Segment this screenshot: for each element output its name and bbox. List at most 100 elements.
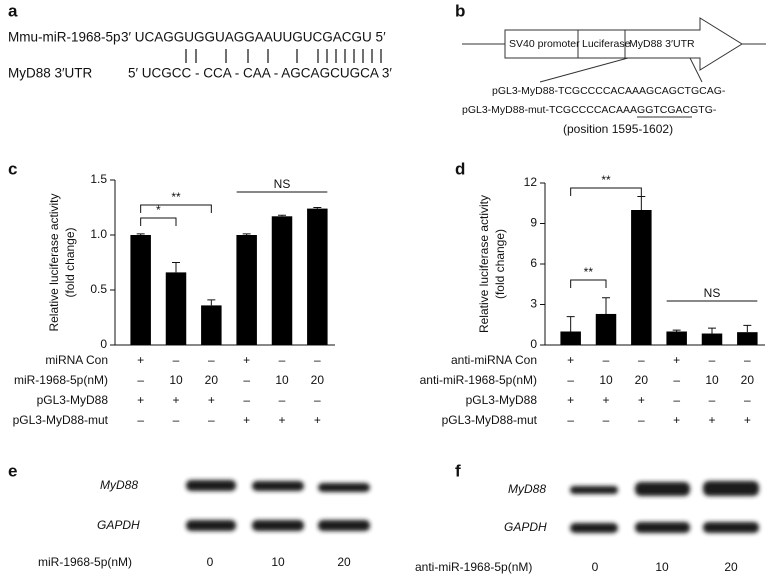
y-axis-label: (fold change) <box>63 227 77 297</box>
sequence: 5′ UCGCC - CCA - CAA - AGCAGCUGCA 3′ <box>128 66 392 81</box>
condition-value: + <box>602 393 609 407</box>
y-tick-label: 0 <box>530 337 537 351</box>
condition-value: – <box>208 353 215 367</box>
panel-label: e <box>8 461 17 480</box>
condition-label: pGL3-MyD88-mut <box>13 413 109 427</box>
condition-value: – <box>208 413 215 427</box>
significance-bracket <box>140 217 177 226</box>
condition-value: – <box>638 413 645 427</box>
treatment-label: anti-miR-1968-5p(nM) <box>415 560 532 574</box>
condition-label: anti-miRNA Con <box>451 353 537 367</box>
seq-name: MyD88 3′UTR <box>8 66 93 81</box>
condition-value: – <box>243 393 250 407</box>
condition-value: + <box>208 393 215 407</box>
y-axis-label: Relative luciferase activity <box>477 195 491 333</box>
condition-value: – <box>673 393 680 407</box>
y-tick-label: 12 <box>524 175 538 189</box>
condition-value: – <box>709 393 716 407</box>
error-bar <box>207 299 216 306</box>
error-bar <box>242 233 251 235</box>
error-bar <box>136 233 145 235</box>
condition-value: + <box>137 353 144 367</box>
condition-value: 20 <box>741 373 755 387</box>
band-label: MyD88 <box>508 482 546 496</box>
condition-value: + <box>708 413 715 427</box>
significance-label: NS <box>704 286 721 300</box>
y-axis-label: Relative luciferase activity <box>47 193 61 331</box>
condition-value: 20 <box>205 373 219 387</box>
panel-label: a <box>8 1 18 20</box>
bar <box>631 210 652 345</box>
condition-value: – <box>243 373 250 387</box>
condition-label: pGL3-MyD88 <box>466 393 538 407</box>
construct-diagram <box>462 17 766 118</box>
significance-label: ** <box>601 173 611 187</box>
panel-label: d <box>455 159 465 178</box>
condition-value: + <box>673 413 680 427</box>
condition-label: miRNA Con <box>45 353 108 367</box>
segment-label: MyD88 3′UTR <box>629 38 695 50</box>
bar <box>666 331 687 345</box>
condition-value: + <box>744 413 751 427</box>
condition-value: 20 <box>635 373 649 387</box>
condition-value: – <box>603 353 610 367</box>
y-tick-label: 1.5 <box>90 172 107 186</box>
significance-bracket <box>570 187 642 196</box>
condition-value: 10 <box>275 373 289 387</box>
panel-label: f <box>455 461 461 480</box>
bar <box>130 235 151 345</box>
condition-label: miR-1968-5p(nM) <box>14 373 108 387</box>
condition-value: 10 <box>599 373 613 387</box>
condition-value: – <box>173 353 180 367</box>
bar <box>560 331 581 345</box>
y-tick-label: 0.5 <box>90 282 107 296</box>
significance-label: ** <box>584 265 594 279</box>
y-tick-label: 6 <box>530 256 537 270</box>
condition-value: + <box>314 413 321 427</box>
blot-bands <box>570 481 759 533</box>
sequence: pGL3-MyD88-mut-TCGCCCCACAAAGGTCGACGTG- <box>462 104 717 116</box>
condition-value: – <box>279 353 286 367</box>
band-label: MyD88 <box>100 478 138 492</box>
error-bar <box>672 329 681 332</box>
error-bar <box>708 327 716 334</box>
lane-label: 0 <box>207 555 214 569</box>
condition-value: + <box>638 393 645 407</box>
bar <box>737 332 758 345</box>
segment-label: Luciferase <box>582 38 631 50</box>
y-tick-label: 3 <box>530 297 537 311</box>
error-bar <box>602 297 610 314</box>
condition-value: – <box>137 413 144 427</box>
condition-value: – <box>744 393 751 407</box>
error-bar <box>313 207 322 209</box>
condition-value: – <box>638 353 645 367</box>
condition-label: pGL3-MyD88 <box>37 393 109 407</box>
panel-label: c <box>8 159 17 178</box>
y-tick-label: 9 <box>530 216 537 230</box>
error-bar <box>566 316 575 332</box>
error-bar <box>172 262 180 273</box>
y-tick-label: 1.0 <box>90 227 107 241</box>
condition-value: – <box>567 373 574 387</box>
panel-label: b <box>455 1 465 20</box>
condition-value: – <box>314 353 321 367</box>
sequence: pGL3-MyD88-TCGCCCCACAAAGCAGCTGCAG- <box>492 85 726 97</box>
y-axis-label: (fold change) <box>493 229 507 299</box>
bar <box>165 272 187 345</box>
position-note: (position 1595-1602) <box>563 122 673 136</box>
y-tick-label: 0 <box>100 337 107 351</box>
condition-value: + <box>278 413 285 427</box>
condition-value: + <box>567 393 574 407</box>
significance-label: * <box>156 203 161 217</box>
error-bar <box>637 196 646 210</box>
bar <box>271 216 293 345</box>
band-label: GAPDH <box>97 518 140 532</box>
bar <box>307 208 328 345</box>
condition-value: + <box>243 353 250 367</box>
significance-bracket <box>140 204 212 213</box>
lane-label: 20 <box>337 555 351 569</box>
condition-value: + <box>243 413 250 427</box>
bar <box>595 313 617 345</box>
condition-value: – <box>314 393 321 407</box>
